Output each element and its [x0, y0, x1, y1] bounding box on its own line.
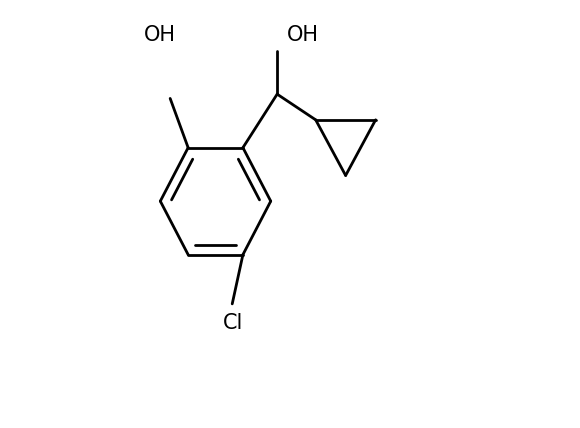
- Text: OH: OH: [143, 25, 176, 45]
- Text: OH: OH: [287, 25, 319, 45]
- Text: Cl: Cl: [223, 313, 244, 333]
